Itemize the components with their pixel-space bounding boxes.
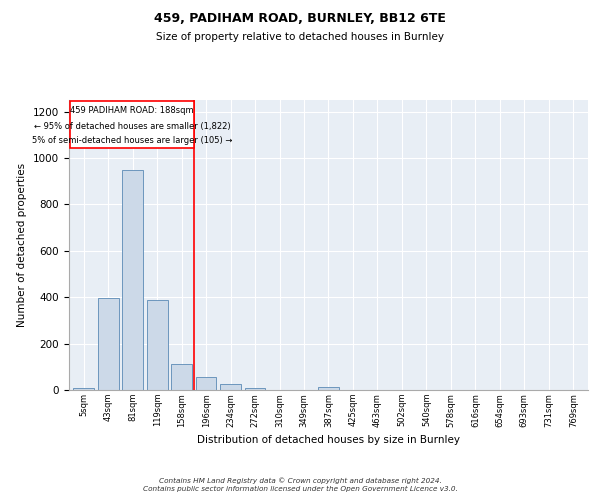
Text: Contains HM Land Registry data © Crown copyright and database right 2024.
Contai: Contains HM Land Registry data © Crown c…	[143, 477, 457, 492]
Text: Size of property relative to detached houses in Burnley: Size of property relative to detached ho…	[156, 32, 444, 42]
Text: 459, PADIHAM ROAD, BURNLEY, BB12 6TE: 459, PADIHAM ROAD, BURNLEY, BB12 6TE	[154, 12, 446, 26]
Bar	[318, 386, 339, 390]
Y-axis label: Number of detached properties: Number of detached properties	[17, 163, 28, 327]
Bar	[73, 388, 94, 390]
Bar	[98, 298, 119, 390]
Text: ← 95% of detached houses are smaller (1,822): ← 95% of detached houses are smaller (1,…	[34, 122, 230, 131]
Bar	[171, 364, 192, 390]
FancyBboxPatch shape	[70, 101, 194, 148]
Text: 5% of semi-detached houses are larger (105) →: 5% of semi-detached houses are larger (1…	[32, 136, 232, 145]
Bar	[220, 384, 241, 390]
Bar	[245, 388, 265, 390]
Bar	[147, 300, 167, 390]
X-axis label: Distribution of detached houses by size in Burnley: Distribution of detached houses by size …	[197, 435, 460, 445]
Bar	[196, 377, 217, 390]
Text: 459 PADIHAM ROAD: 188sqm: 459 PADIHAM ROAD: 188sqm	[70, 106, 194, 115]
Bar	[122, 170, 143, 390]
